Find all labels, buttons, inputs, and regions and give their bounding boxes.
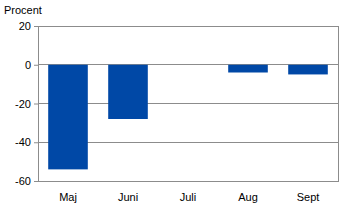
bar	[108, 65, 148, 119]
x-tick: Juni	[118, 181, 138, 203]
y-tick-mark	[34, 142, 38, 143]
x-tick-label: Juli	[180, 191, 197, 203]
y-tick: -20	[15, 98, 38, 110]
y-tick-label: -20	[15, 98, 31, 110]
x-tick-label: Aug	[238, 191, 258, 203]
x-tick: Maj	[59, 181, 77, 203]
y-tick-label: 20	[19, 20, 31, 32]
y-tick-label: 0	[25, 59, 31, 71]
y-tick-label: -60	[15, 175, 31, 187]
bar	[288, 65, 328, 75]
x-axis-line	[39, 181, 339, 182]
y-tick: 0	[25, 59, 38, 71]
x-tick-label: Maj	[59, 191, 77, 203]
x-axis: Maj Juni Juli Aug Sept	[39, 181, 339, 203]
y-axis-title: Procent	[4, 4, 42, 16]
bar	[48, 65, 88, 170]
y-tick: 20	[19, 20, 38, 32]
bar	[228, 65, 268, 73]
y-axis: -60 -40 -20 0 20	[15, 20, 38, 187]
x-tick-label: Sept	[297, 191, 320, 203]
x-tick: Sept	[297, 181, 320, 203]
plot-frame	[38, 26, 338, 181]
y-tick-mark	[34, 181, 38, 182]
y-tick-label: -40	[15, 136, 31, 148]
y-tick-mark	[34, 26, 38, 27]
y-axis-line	[38, 27, 39, 182]
y-tick-mark	[34, 104, 38, 105]
x-tick: Aug	[238, 181, 258, 203]
x-tick-label: Juni	[118, 191, 138, 203]
bars	[48, 65, 328, 170]
y-tick: -60	[15, 175, 38, 187]
chart: -60 -40 -20 0 20 Maj Juni Juli Aug Sept Procent	[0, 0, 349, 210]
y-tick-mark	[34, 65, 38, 66]
bar	[168, 64, 208, 65]
y-tick: -40	[15, 136, 38, 148]
plot: -60 -40 -20 0 20 Maj Juni Juli Aug Sept	[15, 20, 338, 203]
x-tick: Juli	[180, 181, 197, 203]
